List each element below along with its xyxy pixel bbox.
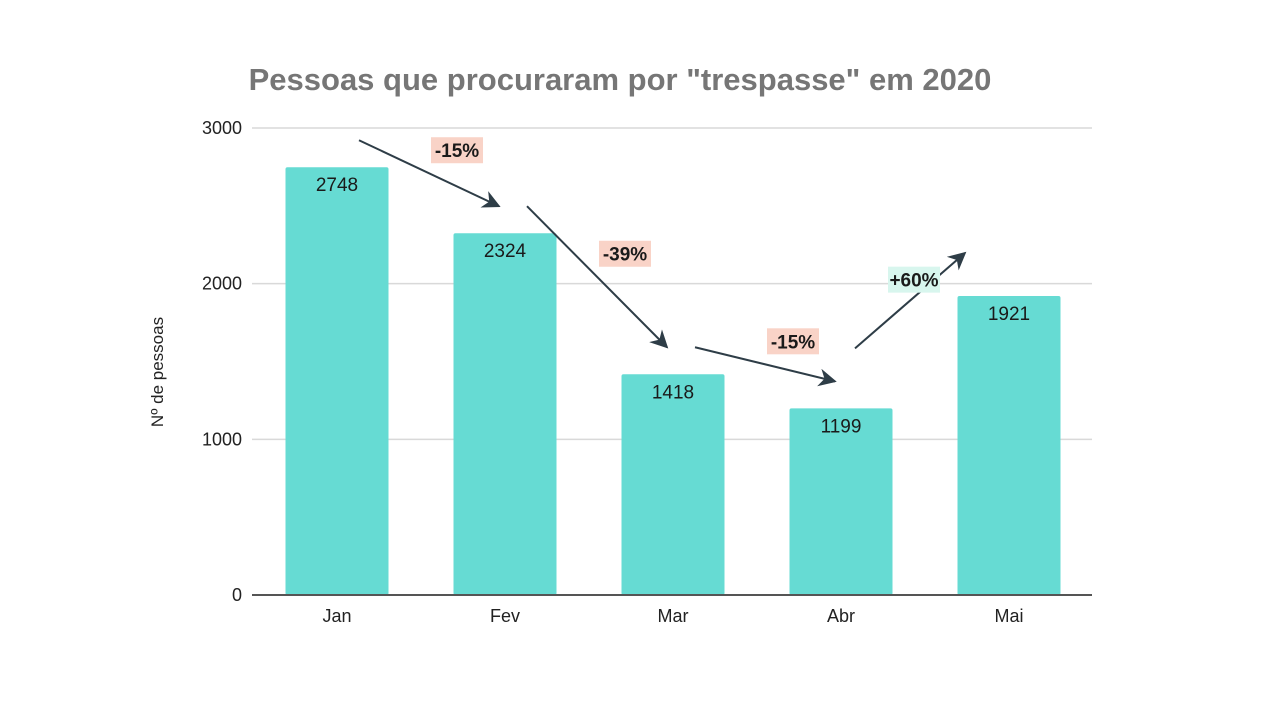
data-labels: 2748 2324 1418 1199 1921 [316,175,1030,437]
y-axis-label: Nº de pessoas [148,317,167,427]
data-label: 1921 [988,304,1030,325]
data-label: 1418 [652,382,694,403]
arrow-down-icon [694,346,837,387]
y-tick-label: 1000 [202,429,242,449]
annotation-label: -39% [603,245,647,266]
data-label: 1199 [821,416,862,437]
y-tick-label: 3000 [202,118,242,138]
annotation-highlight [767,328,819,355]
annotation-label: +60% [889,271,938,292]
arrow-down-icon [526,205,669,349]
x-tick-label: Abr [827,606,855,626]
data-label: 2748 [316,175,358,196]
x-tick-label: Fev [490,606,520,626]
bar-abr [789,408,893,595]
annotation-label: -15% [771,332,815,353]
bar-mai [957,295,1061,595]
bar-mar [621,374,725,595]
annotation-highlight [599,240,651,267]
y-axis-ticks: 0 1000 2000 3000 [202,118,242,605]
x-tick-label: Jan [322,606,351,626]
annotation-highlight [431,137,483,164]
annotation-label: -15% [435,141,479,162]
x-axis-ticks: Jan Fev Mar Abr Mai [322,606,1023,626]
x-tick-label: Mai [994,606,1023,626]
bars [285,167,1061,596]
y-tick-label: 0 [232,585,242,605]
arrow-down-icon [358,139,501,208]
change-annotations: -15% -39% -15% +60% [358,137,967,387]
chart-title: Pessoas que procuraram por "trespasse" e… [249,62,992,97]
x-tick-label: Mar [658,606,689,626]
y-tick-label: 2000 [202,274,242,294]
bar-fev [453,233,557,596]
arrow-up-icon [854,251,967,350]
annotation-highlight [888,266,940,293]
data-label: 2324 [484,241,527,262]
bar-jan [285,167,389,595]
